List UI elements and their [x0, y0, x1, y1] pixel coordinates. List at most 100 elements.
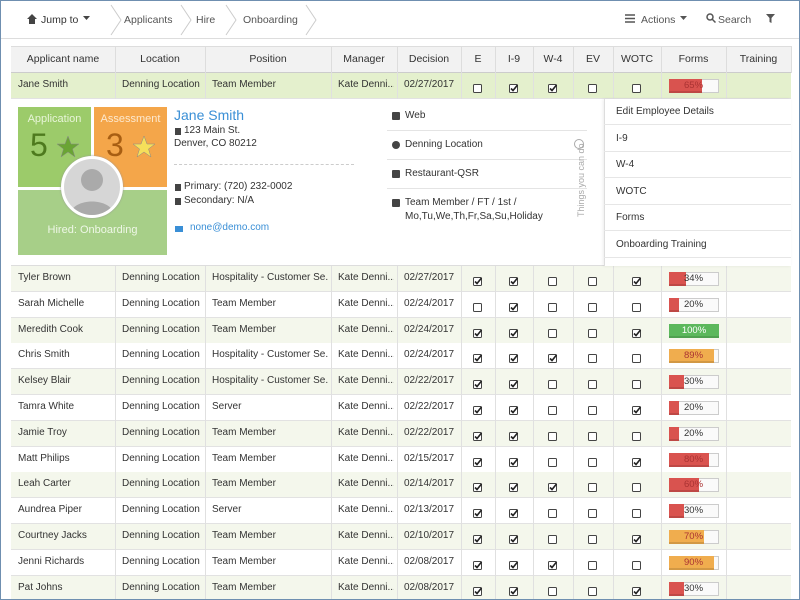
cell-divider	[461, 369, 462, 396]
column-divider	[331, 46, 332, 73]
checkbox-box	[473, 586, 483, 596]
checkbox	[632, 300, 642, 312]
column-header[interactable]: Decision	[408, 53, 450, 65]
cell-divider	[613, 395, 614, 421]
column-divider	[661, 46, 662, 73]
progress-bar	[669, 504, 684, 519]
checkbox-box	[548, 406, 557, 415]
cell-divider	[533, 446, 534, 473]
contact-name: Jane Smith	[174, 107, 245, 123]
checkbox-box	[588, 328, 597, 338]
action-item[interactable]: Onboarding Training	[604, 232, 791, 258]
cell-divider	[726, 420, 727, 447]
checkbox-box	[509, 328, 519, 338]
info-icon	[392, 199, 400, 207]
contact-icon	[175, 198, 181, 205]
progress-label: 89%	[684, 350, 704, 362]
checkbox	[509, 403, 519, 415]
cell-divider	[573, 73, 574, 99]
progress-bar	[669, 401, 679, 415]
cell-text: Kate Denni...	[338, 530, 394, 541]
cell-divider	[533, 472, 534, 499]
cell-divider	[331, 369, 332, 396]
checkbox-box	[473, 84, 482, 93]
actions-icon	[625, 14, 635, 23]
action-item[interactable]: WOTC	[604, 179, 791, 205]
column-header[interactable]: I-9	[507, 53, 521, 65]
checkbox	[632, 326, 642, 338]
home-icon	[27, 14, 37, 24]
checkbox-box	[509, 431, 519, 441]
column-header[interactable]: Forms	[678, 53, 709, 65]
progress-label: 30%	[684, 505, 704, 517]
checkbox-box	[473, 328, 483, 338]
checkbox	[548, 558, 558, 570]
checkbox	[588, 480, 598, 493]
cell-divider	[461, 395, 462, 421]
search-icon	[706, 13, 716, 23]
checkbox	[588, 558, 598, 570]
cell-divider	[726, 498, 727, 525]
column-header[interactable]: Location	[140, 53, 180, 65]
checkbox-box	[473, 560, 483, 570]
action-item[interactable]: W-4	[604, 152, 791, 178]
cell-divider	[331, 524, 332, 550]
column-header[interactable]: Training	[739, 53, 778, 65]
column-divider	[461, 46, 462, 73]
filter-icon[interactable]	[766, 14, 775, 23]
checkbox	[548, 584, 558, 596]
cell-divider	[661, 575, 662, 599]
info-divider	[387, 159, 587, 160]
checkbox	[632, 81, 642, 93]
checkbox	[632, 403, 642, 415]
checkbox-box	[548, 509, 557, 519]
cell-divider	[573, 343, 574, 370]
cell-divider	[661, 266, 662, 292]
action-item[interactable]: Forms	[604, 205, 791, 231]
cell-text: 02/22/2017	[404, 401, 455, 412]
column-header[interactable]: WOTC	[620, 53, 654, 65]
cell-divider	[115, 343, 116, 370]
cell-divider	[397, 549, 398, 576]
checkbox	[548, 81, 558, 93]
checkbox	[548, 480, 558, 493]
progress-label: 34%	[684, 273, 704, 284]
actions-button[interactable]: Actions	[641, 14, 676, 26]
checkbox-box	[632, 560, 641, 570]
cell-text: Jamie Troy	[18, 426, 67, 438]
progress-bar	[669, 581, 684, 596]
cell-text: Kate Denni...	[338, 504, 394, 516]
cell-divider	[573, 266, 574, 292]
checkbox	[509, 455, 519, 467]
checkbox-box	[509, 84, 519, 93]
star	[56, 135, 80, 158]
cell-text: Matt Philips	[18, 452, 70, 464]
action-item[interactable]: I-9	[604, 126, 791, 152]
contact-email[interactable]: none@demo.com	[190, 222, 270, 233]
column-header[interactable]: Position	[249, 53, 287, 65]
column-header[interactable]: EV	[585, 53, 600, 65]
cell-divider	[661, 446, 662, 473]
actions-label: Things you can do	[576, 143, 586, 217]
checkbox	[548, 351, 558, 364]
breadcrumb[interactable]: Hire	[196, 14, 216, 26]
cell-divider	[461, 498, 462, 525]
column-header[interactable]: W-4	[543, 53, 563, 65]
column-header[interactable]: E	[474, 53, 482, 65]
cell-divider	[205, 524, 206, 550]
checkbox	[509, 584, 519, 596]
column-header[interactable]: Applicant name	[26, 53, 100, 65]
cell-divider	[573, 395, 574, 421]
jump-to[interactable]: Jump to	[41, 14, 79, 26]
breadcrumb[interactable]: Applicants	[124, 14, 173, 26]
column-divider	[613, 46, 614, 73]
cell-text: 02/22/2017	[404, 375, 455, 387]
tile-score: 3	[106, 127, 124, 163]
breadcrumb[interactable]: Onboarding	[243, 14, 298, 26]
action-item[interactable]: Edit Employee Details	[604, 99, 791, 125]
checkbox-box	[509, 483, 519, 493]
column-header[interactable]: Manager	[343, 53, 385, 65]
search-button[interactable]: Search	[718, 14, 752, 26]
cell-divider	[205, 575, 206, 599]
cell-divider	[205, 369, 206, 396]
